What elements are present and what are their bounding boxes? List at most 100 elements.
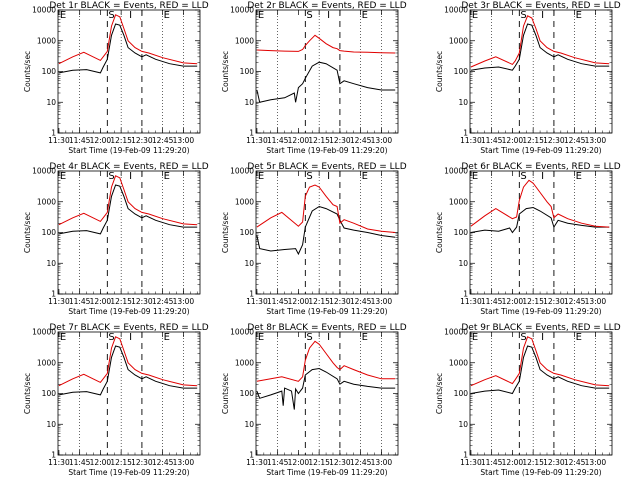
y-tick-label: 1000 <box>449 36 468 45</box>
x-tick-label: 12:30 <box>543 136 565 145</box>
y-axis-label: Counts/sec <box>23 373 32 414</box>
interval-marker-i: I <box>541 10 544 21</box>
x-tick-label: 12:30 <box>131 458 153 467</box>
interval-marker-i: I <box>129 171 132 182</box>
x-tick-label: 11:30 <box>48 136 70 145</box>
x-axis-label: Start Time (19-Feb-09 11:29:20) <box>266 468 387 477</box>
series-events-line <box>256 61 396 103</box>
interval-marker-i: I <box>541 171 544 182</box>
y-tick-label: 10000 <box>230 167 254 176</box>
y-tick-label: 100 <box>454 389 469 398</box>
x-tick-label: 12:15 <box>110 458 132 467</box>
interval-marker-e: E <box>576 171 582 182</box>
interval-marker-e: E <box>362 332 368 343</box>
series-lld-line <box>256 34 396 54</box>
x-tick-label: 13:00 <box>371 297 393 306</box>
interval-marker-i: I <box>327 10 330 21</box>
x-tick-label: 13:00 <box>173 458 195 467</box>
x-tick-label: 12:00 <box>90 136 112 145</box>
y-tick-label: 10000 <box>32 6 56 15</box>
x-tick-label: 12:45 <box>152 458 174 467</box>
y-tick-label: 10000 <box>444 6 468 15</box>
y-axis-label: Counts/sec <box>221 51 230 92</box>
x-tick-label: 11:30 <box>246 297 268 306</box>
interval-marker-s: S <box>108 332 114 343</box>
interval-marker-s: S <box>306 332 312 343</box>
x-tick-label: 12:00 <box>502 297 524 306</box>
y-tick-label: 1 <box>249 451 254 460</box>
interval-marker-e: E <box>472 10 478 21</box>
x-tick-label: 12:15 <box>110 297 132 306</box>
series-events-line <box>58 345 198 396</box>
x-tick-label: 13:00 <box>371 136 393 145</box>
y-tick-label: 10000 <box>230 328 254 337</box>
x-axis-label: Start Time (19-Feb-09 11:29:20) <box>480 146 601 155</box>
panel-title: Det 6r BLACK = Events, RED = LLD <box>461 162 620 172</box>
x-tick-label: 13:00 <box>371 458 393 467</box>
plot-frame <box>57 170 201 295</box>
interval-marker-s: S <box>520 10 526 21</box>
panel-title: Det 5r BLACK = Events, RED = LLD <box>247 162 406 172</box>
interval-marker-e: E <box>60 10 66 21</box>
x-tick-label: 12:15 <box>522 136 544 145</box>
x-axis-label: Start Time (19-Feb-09 11:29:20) <box>480 307 601 316</box>
panel-title: Det 3r BLACK = Events, RED = LLD <box>461 1 620 11</box>
y-tick-label: 10 <box>458 420 468 429</box>
x-tick-label: 12:30 <box>329 458 351 467</box>
interval-marker-i: I <box>327 332 330 343</box>
plot-frame <box>469 9 613 134</box>
plot-frame <box>255 9 399 134</box>
x-tick-label: 12:30 <box>131 136 153 145</box>
x-tick-label: 12:15 <box>308 136 330 145</box>
x-tick-label: 12:15 <box>308 458 330 467</box>
plot-frame <box>255 170 399 295</box>
x-tick-label: 12:30 <box>543 297 565 306</box>
panel-title: Det 2r BLACK = Events, RED = LLD <box>247 1 406 11</box>
x-axis-label: Start Time (19-Feb-09 11:29:20) <box>480 468 601 477</box>
y-tick-label: 1 <box>463 451 468 460</box>
x-tick-label: 12:45 <box>564 458 586 467</box>
x-tick-label: 12:45 <box>152 136 174 145</box>
y-tick-label: 100 <box>240 67 255 76</box>
y-tick-label: 10 <box>244 259 254 268</box>
y-axis-label: Counts/sec <box>23 51 32 92</box>
series-lld-line <box>58 336 198 387</box>
panel-title: Det 4r BLACK = Events, RED = LLD <box>49 162 208 172</box>
plot-frame <box>255 331 399 456</box>
x-tick-label: 12:30 <box>131 297 153 306</box>
series-lld-line <box>58 175 198 226</box>
x-tick-label: 12:00 <box>288 458 310 467</box>
y-tick-label: 100 <box>240 389 255 398</box>
x-tick-label: 11:45 <box>69 458 91 467</box>
y-tick-label: 1000 <box>37 36 56 45</box>
y-tick-label: 10000 <box>444 167 468 176</box>
x-tick-label: 11:45 <box>267 136 289 145</box>
y-axis-label: Counts/sec <box>435 373 444 414</box>
x-tick-label: 11:45 <box>267 297 289 306</box>
series-events-line <box>256 367 396 410</box>
interval-marker-s: S <box>108 10 114 21</box>
series-events-line <box>470 345 610 395</box>
y-tick-label: 100 <box>454 67 469 76</box>
interval-marker-e: E <box>576 332 582 343</box>
interval-marker-e: E <box>164 171 170 182</box>
interval-marker-e: E <box>472 332 478 343</box>
x-axis-label: Start Time (19-Feb-09 11:29:20) <box>68 307 189 316</box>
x-tick-label: 12:15 <box>308 297 330 306</box>
x-tick-label: 12:45 <box>350 458 372 467</box>
interval-marker-i: I <box>541 332 544 343</box>
y-tick-label: 10 <box>46 259 56 268</box>
y-tick-label: 1000 <box>37 197 56 206</box>
x-tick-label: 12:00 <box>288 297 310 306</box>
x-axis-label: Start Time (19-Feb-09 11:29:20) <box>266 146 387 155</box>
y-tick-label: 1 <box>463 129 468 138</box>
x-tick-label: 12:30 <box>329 136 351 145</box>
interval-marker-e: E <box>362 171 368 182</box>
x-axis-label: Start Time (19-Feb-09 11:29:20) <box>68 468 189 477</box>
